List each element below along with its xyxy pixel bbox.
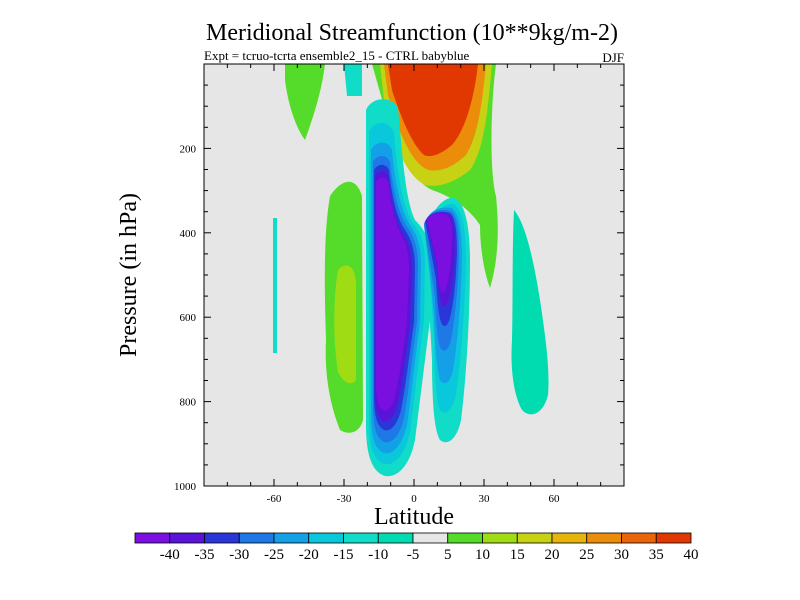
contour-sliver-negative xyxy=(273,218,277,353)
colorbar-swatch xyxy=(238,532,275,544)
contour-field xyxy=(273,64,549,477)
y-tick-label: 400 xyxy=(180,228,197,240)
colorbar-label: -25 xyxy=(264,547,284,563)
x-tick-label: -30 xyxy=(337,493,352,505)
colorbar-swatch xyxy=(377,532,414,544)
colorbar-label: -30 xyxy=(229,547,249,563)
colorbar-label: 25 xyxy=(579,547,594,563)
contour-upper-left-positive xyxy=(285,64,325,140)
colorbar-swatch xyxy=(655,532,692,544)
contour-south-negative-core xyxy=(376,177,409,411)
colorbar-swatch xyxy=(204,532,240,544)
y-tick-label: 800 xyxy=(180,397,197,409)
colorbar-label: 20 xyxy=(545,547,560,563)
x-tick-label: 30 xyxy=(479,493,491,505)
x-tick-label: 0 xyxy=(411,493,417,505)
contour-upper-positive-red xyxy=(388,64,478,157)
colorbar-label: 10 xyxy=(475,547,490,563)
colorbar: -40 -35 -30 -25 -20 -15 -10 -5 5 10 15 20 25 30 35 40 xyxy=(134,532,699,563)
colorbar-swatch xyxy=(586,532,622,544)
colorbar-label: 35 xyxy=(649,547,664,563)
colorbar-label: 40 xyxy=(684,547,699,563)
y-axis-ticks: 200 400 600 800 1000 xyxy=(174,84,624,493)
contour-north-negative-core xyxy=(427,213,453,293)
contour-north-mid-negative-notch xyxy=(512,312,518,380)
colorbar-swatch xyxy=(343,532,379,544)
colorbar-swatch xyxy=(308,532,344,544)
colorbar-label: 15 xyxy=(510,547,525,563)
chart-title: Meridional Streamfunction (10**9kg/m-2) xyxy=(206,20,618,46)
colorbar-label: -35 xyxy=(195,547,215,563)
colorbar-swatch xyxy=(551,532,588,544)
y-tick-label: 200 xyxy=(180,143,197,155)
colorbar-label: -10 xyxy=(368,547,388,563)
y-axis-label: Pressure (in hPa) xyxy=(116,193,142,357)
colorbar-label: -20 xyxy=(299,547,319,563)
colorbar-label: -40 xyxy=(160,547,180,563)
colorbar-swatch xyxy=(134,532,171,544)
x-axis-ticks: -60 -30 0 30 60 xyxy=(226,64,602,505)
colorbar-label: 5 xyxy=(444,547,452,563)
y-tick-label: 600 xyxy=(180,312,197,324)
colorbar-swatch xyxy=(621,532,657,544)
colorbar-swatch xyxy=(447,532,483,544)
season-label: DJF xyxy=(602,50,624,65)
colorbar-label: -15 xyxy=(334,547,354,563)
colorbar-swatch xyxy=(412,532,449,544)
colorbar-swatch xyxy=(273,532,310,544)
colorbar-label: -5 xyxy=(407,547,420,563)
x-tick-label: -60 xyxy=(267,493,282,505)
y-tick-label: 1000 xyxy=(174,481,197,493)
colorbar-swatch xyxy=(169,532,205,544)
contour-north-mid-negative xyxy=(511,210,549,415)
chart-subtitle: Expt = tcruo-tcrta ensemble2_15 - CTRL b… xyxy=(204,48,470,63)
x-tick-label: 60 xyxy=(549,493,561,505)
contour-south-positive-yellow xyxy=(334,265,356,384)
colorbar-label: 30 xyxy=(614,547,629,563)
contour-upper-left-negative xyxy=(344,64,362,96)
colorbar-swatch xyxy=(516,532,553,544)
colorbar-swatch xyxy=(482,532,518,544)
x-axis-label: Latitude xyxy=(374,504,454,530)
